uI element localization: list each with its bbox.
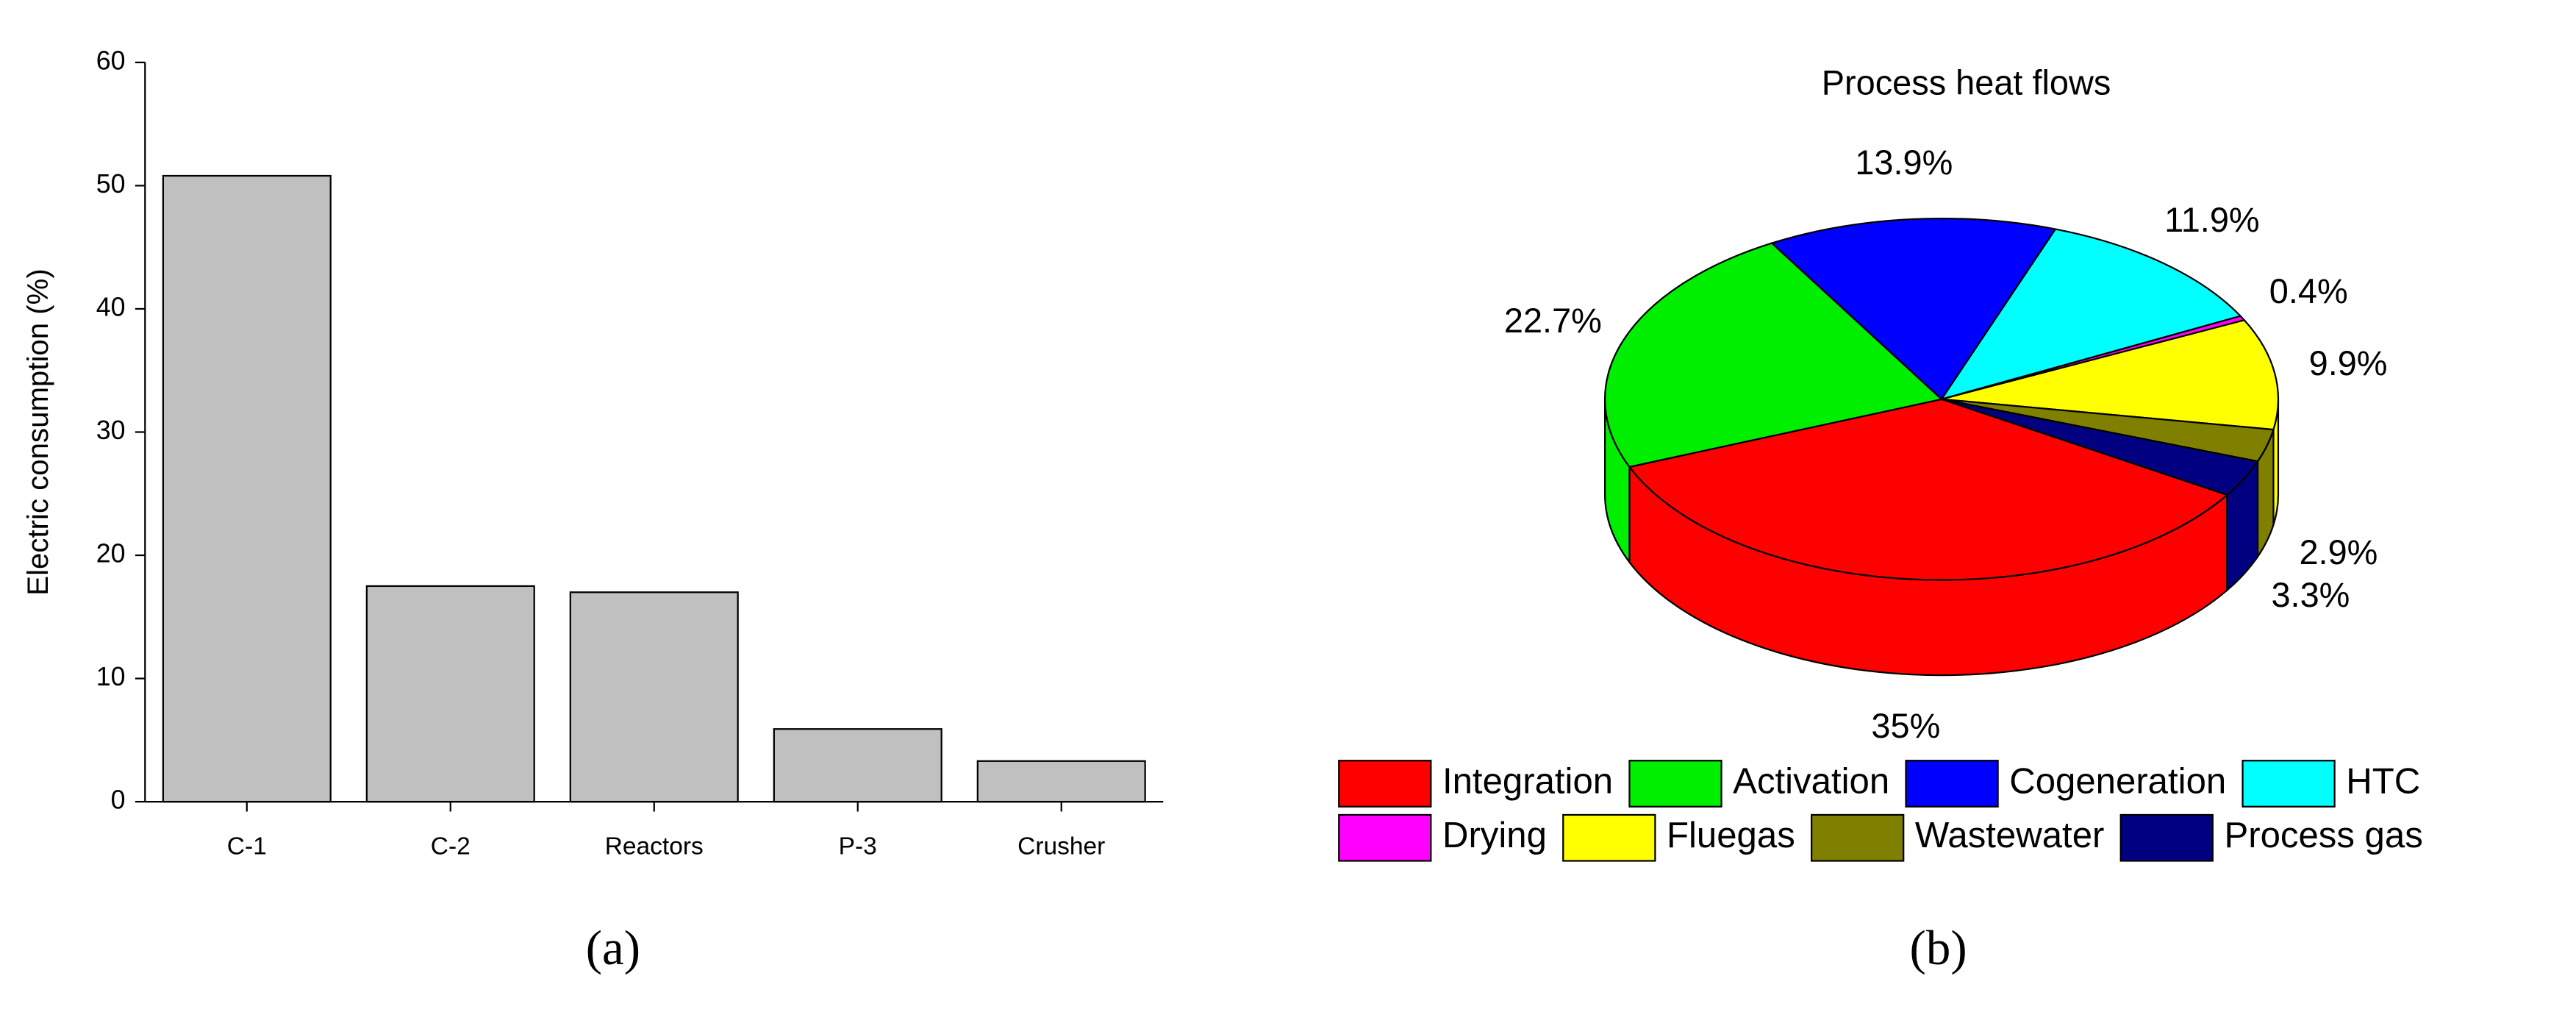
y-tick-label: 60 bbox=[96, 46, 126, 75]
y-tick-label: 20 bbox=[96, 538, 126, 568]
pie-top bbox=[1628, 398, 2229, 581]
caption: (b) bbox=[1910, 921, 1967, 975]
caption: (a) bbox=[586, 921, 640, 975]
data-label: 13.9% bbox=[1855, 143, 1953, 182]
data-label: 9.9% bbox=[2309, 344, 2388, 382]
pie-slice bbox=[1941, 398, 2259, 593]
pie-slice bbox=[1603, 242, 1944, 565]
legend-label: Cogeneration bbox=[2009, 761, 2226, 801]
bar bbox=[773, 728, 942, 803]
legend-swatch bbox=[2119, 813, 2214, 862]
pie-top bbox=[1941, 398, 2259, 496]
data-label: 3.3% bbox=[2271, 576, 2350, 614]
pie-slice bbox=[1770, 217, 2057, 401]
data-label: 2.9% bbox=[2299, 533, 2378, 571]
legend-label: Activation bbox=[1733, 761, 1889, 801]
legend-swatch bbox=[1562, 813, 1656, 862]
x-tick-label: Crusher bbox=[1017, 833, 1105, 860]
pie-top bbox=[1603, 242, 1944, 468]
y-tick-label: 0 bbox=[111, 785, 126, 815]
y-tick-label: 30 bbox=[96, 416, 126, 445]
legend-label: HTC bbox=[2346, 761, 2420, 801]
pie-top bbox=[1770, 217, 2057, 401]
data-label: 11.9% bbox=[2164, 201, 2259, 239]
bar bbox=[569, 591, 739, 803]
data-label: 0.4% bbox=[2269, 272, 2348, 310]
bar bbox=[976, 760, 1146, 803]
legend-swatch bbox=[1338, 813, 1432, 862]
legend-label: Fluegas bbox=[1667, 816, 1795, 855]
data-label: 35% bbox=[1871, 707, 1940, 745]
pie-slice bbox=[1941, 318, 2280, 526]
bar bbox=[162, 174, 332, 803]
legend-swatch bbox=[1628, 760, 1722, 808]
y-tick-label: 50 bbox=[96, 169, 126, 199]
x-tick-label: Reactors bbox=[605, 833, 704, 860]
legend-swatch bbox=[2242, 760, 2336, 808]
pie-top bbox=[1941, 318, 2280, 431]
legend-swatch bbox=[1811, 813, 1905, 862]
y-tick-label: 10 bbox=[96, 662, 126, 691]
x-tick-label: P-3 bbox=[839, 833, 877, 860]
x-tick-label: C-1 bbox=[227, 833, 267, 860]
legend-label: Process gas bbox=[2224, 816, 2422, 855]
y-tick-label: 40 bbox=[96, 292, 126, 321]
legend-label: Wastewater bbox=[1915, 816, 2105, 855]
x-tick-label: C-2 bbox=[431, 833, 471, 860]
data-label: 22.7% bbox=[1504, 302, 1602, 340]
legend-label: Integration bbox=[1442, 761, 1613, 801]
legend-swatch bbox=[1905, 760, 1999, 808]
pie-slice bbox=[1939, 228, 2242, 401]
legend-swatch bbox=[1338, 760, 1432, 808]
legend-label: Drying bbox=[1442, 816, 1547, 855]
y-axis-label: Electric consumption (%) bbox=[21, 268, 54, 595]
bar bbox=[365, 585, 535, 803]
pie-slice bbox=[1628, 398, 2229, 677]
chart-title: Process heat flows bbox=[1822, 64, 2111, 102]
pie-top bbox=[1939, 228, 2242, 401]
